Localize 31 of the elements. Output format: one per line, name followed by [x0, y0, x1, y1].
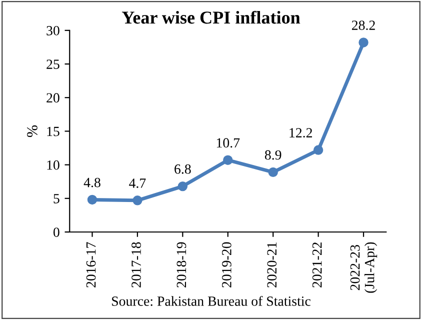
y-tick-label: 5: [54, 194, 60, 204]
x-tick-label: 2021-22: [312, 242, 322, 288]
y-tick-label: 15: [47, 126, 60, 136]
x-tick-label: 2020-21: [267, 242, 277, 288]
y-tick-label: 30: [46, 26, 60, 36]
y-tick-label: 20: [46, 93, 60, 103]
data-label: 10.7: [216, 138, 240, 148]
data-label: 4.8: [84, 178, 100, 188]
x-tick-label: 2022-23 (Jul-Apr): [350, 242, 378, 293]
x-tick-label: 2016-17: [86, 242, 96, 288]
point: [223, 155, 233, 165]
x-tick-label: 2019-20: [222, 242, 232, 288]
point: [87, 194, 98, 205]
point: [132, 196, 142, 206]
data-label: 8.9: [264, 150, 282, 160]
source-note: Source: Pakistan Bureau of Statistic: [112, 296, 310, 306]
point: [268, 167, 278, 178]
point: [313, 145, 324, 155]
data-label: 12.2: [290, 128, 312, 138]
point: [358, 38, 368, 48]
data-label: 6.8: [174, 164, 191, 174]
chart-title: Year wise CPI inflation: [122, 10, 300, 24]
data-label: 4.7: [129, 178, 146, 188]
x-tick-label: 2017-18: [132, 242, 141, 288]
y-tick-label: 0: [53, 228, 60, 237]
y-axis-title: %: [27, 125, 38, 138]
x-tick-label: 2018-19: [176, 242, 186, 288]
y-tick-label: 25: [46, 60, 60, 69]
point: [178, 181, 188, 192]
y-tick-label: 10: [47, 160, 60, 170]
data-label: 28.2: [352, 20, 375, 30]
